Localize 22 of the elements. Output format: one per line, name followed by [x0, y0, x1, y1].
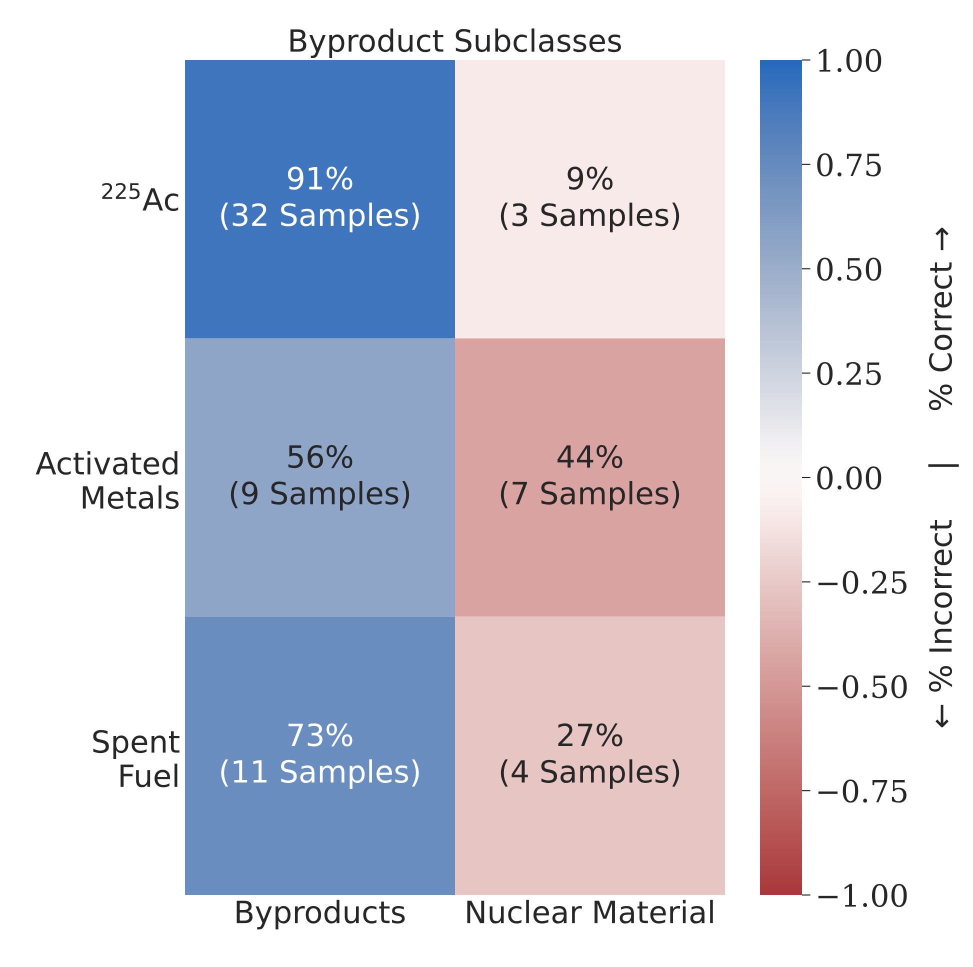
color-bar-label: −0.25 — [818, 570, 906, 594]
x-tick-label: Nuclear Material — [467, 900, 713, 924]
data-label: 9% (3 Samples) — [500, 166, 680, 232]
color-bar-label: 1.00 — [818, 48, 882, 72]
x-tick-label: Byproducts — [236, 900, 405, 930]
data-label: 91% (32 Samples) — [221, 166, 419, 232]
color-bar-label: 0.25 — [817, 362, 881, 386]
data-label: 56% (9 Samples) — [230, 444, 410, 511]
color-bar-label: 0.75 — [817, 153, 881, 176]
data-label: 44% (7 Samples) — [500, 444, 680, 511]
data-label: 73% (11 Samples) — [221, 723, 419, 789]
color-bar-label: 0.50 — [817, 258, 882, 281]
y-tick-label: $^{225}$Ac — [102, 182, 178, 211]
color-bar-label: −0.50 — [818, 675, 907, 698]
data-label: 27% (4 Samples) — [500, 723, 680, 789]
color-bar-label: −1.00 — [818, 884, 907, 908]
y-tick-label: Activated Metals — [36, 451, 179, 509]
color-bar-label: 0.00 — [817, 466, 882, 490]
chart-title: Byproduct Subclasses — [290, 28, 621, 58]
y-tick-label: Spent Fuel — [93, 730, 180, 788]
color-bar-title: ← % Incorrect | % Correct → — [928, 228, 959, 728]
color-bar-label: −0.75 — [818, 780, 906, 803]
